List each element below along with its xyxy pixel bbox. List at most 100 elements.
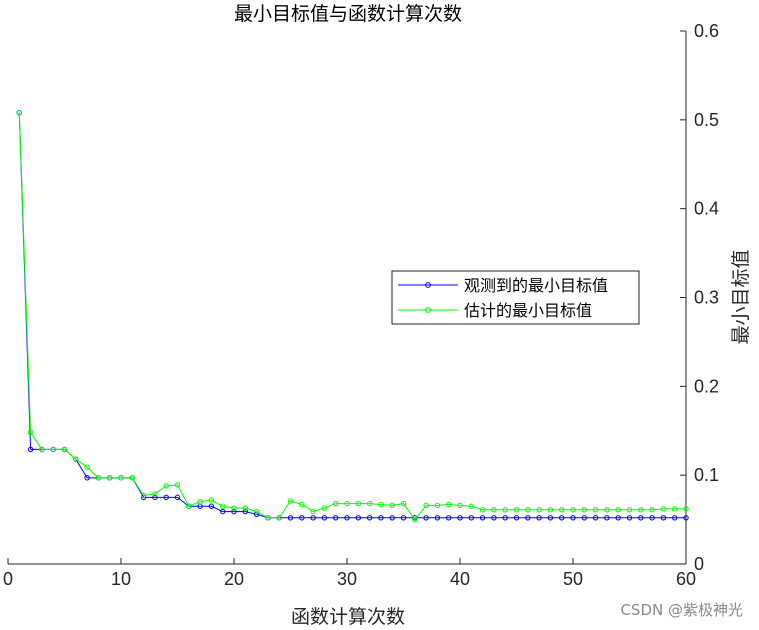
- data-point: [163, 494, 169, 501]
- x-tick-label: 10: [111, 569, 131, 589]
- data-point: [355, 515, 361, 521]
- y-tick-label: 0.2: [694, 376, 719, 396]
- data-point: [265, 515, 271, 521]
- series-layer: [16, 110, 689, 523]
- data-point: [220, 503, 226, 509]
- data-point: [638, 507, 644, 513]
- data-point: [344, 515, 350, 521]
- data-point: [129, 475, 136, 481]
- data-point: [355, 500, 361, 507]
- data-point: [152, 491, 158, 497]
- data-point: [672, 515, 678, 521]
- data-point: [253, 508, 260, 515]
- data-point: [276, 515, 282, 521]
- legend-marker-observed: [425, 282, 431, 288]
- data-point: [660, 515, 667, 521]
- data-point: [400, 515, 407, 521]
- data-point: [231, 505, 237, 511]
- data-point: [434, 502, 441, 509]
- data-point: [389, 515, 395, 521]
- y-tick-label: 0.6: [694, 21, 719, 41]
- data-point: [570, 507, 576, 513]
- data-point: [378, 515, 384, 521]
- data-point: [310, 515, 316, 521]
- data-point: [513, 515, 520, 521]
- data-point: [208, 503, 215, 509]
- data-point: [321, 515, 328, 521]
- data-point: [378, 501, 384, 508]
- data-point: [366, 515, 373, 521]
- data-point: [333, 500, 339, 507]
- x-axis-title: 函数计算次数: [291, 606, 405, 628]
- data-point: [502, 507, 508, 513]
- chart-title: 最小目标值与函数计算次数: [234, 3, 462, 25]
- data-point: [502, 515, 508, 521]
- data-point: [638, 515, 644, 521]
- data-point: [592, 515, 599, 521]
- x-tick-label: 50: [563, 569, 583, 589]
- data-point: [604, 507, 610, 513]
- y-axis: 0 0.1 0.2 0.3 0.4 0.5 0.6: [680, 21, 719, 574]
- data-point: [468, 503, 474, 509]
- data-point: [163, 483, 169, 489]
- data-point: [174, 482, 181, 488]
- data-point: [649, 507, 655, 513]
- data-point: [479, 515, 486, 521]
- data-point: [547, 515, 554, 521]
- data-point: [604, 515, 610, 521]
- data-point: [468, 515, 474, 521]
- x-tick-label: 40: [450, 569, 470, 589]
- data-point: [299, 501, 305, 508]
- data-point: [310, 508, 316, 515]
- data-point: [389, 502, 395, 509]
- data-point: [660, 506, 667, 512]
- x-tick-label: 0: [3, 569, 13, 589]
- data-point: [231, 508, 237, 515]
- data-point: [220, 508, 226, 515]
- data-point: [559, 515, 565, 521]
- data-point: [174, 494, 181, 501]
- data-point: [107, 475, 113, 481]
- data-point: [152, 494, 158, 501]
- x-tick-label: 60: [676, 569, 696, 589]
- data-point: [61, 446, 68, 453]
- data-point: [626, 515, 633, 521]
- watermark: CSDN @紫极神光: [620, 601, 743, 619]
- data-point: [683, 515, 689, 521]
- data-point: [84, 475, 90, 481]
- data-point: [333, 515, 339, 521]
- data-point: [321, 505, 328, 511]
- data-point: [434, 515, 441, 521]
- data-point: [615, 515, 621, 521]
- data-point: [140, 492, 147, 499]
- legend-box: [391, 270, 640, 325]
- data-point: [536, 515, 542, 521]
- y-axis-title: 最小目标值: [730, 249, 752, 344]
- y-tick-label: 0.1: [694, 465, 719, 485]
- x-tick-label: 20: [224, 569, 244, 589]
- data-point: [366, 500, 373, 507]
- data-point: [242, 505, 249, 511]
- data-point: [412, 516, 418, 523]
- data-point: [581, 515, 587, 521]
- data-point: [525, 507, 531, 513]
- data-point: [73, 456, 79, 462]
- data-point: [683, 506, 689, 512]
- data-point: [423, 502, 429, 509]
- data-point: [672, 506, 678, 512]
- data-point: [547, 507, 554, 513]
- data-point: [446, 501, 452, 508]
- y-tick-label: 0: [694, 554, 704, 574]
- data-point: [592, 507, 599, 513]
- data-point: [649, 515, 655, 521]
- data-point: [615, 507, 621, 513]
- y-tick-label: 0.5: [694, 110, 719, 130]
- data-point: [27, 446, 34, 453]
- data-point: [95, 475, 102, 481]
- data-point: [299, 515, 305, 521]
- data-point: [559, 507, 565, 513]
- legend-label-estimated: 估计的最小目标值: [464, 301, 592, 320]
- x-tick-label: 30: [337, 569, 357, 589]
- data-point: [525, 515, 531, 521]
- data-point: [208, 497, 215, 503]
